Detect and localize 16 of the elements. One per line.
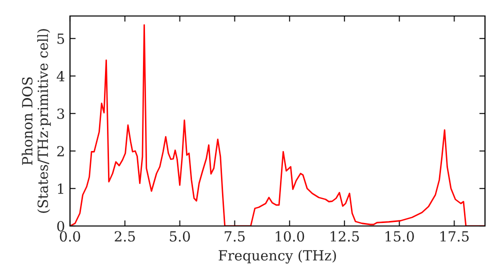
x-tick-label: 2.5: [114, 231, 135, 242]
y-tick-label: 5: [57, 34, 64, 44]
y-axis-title: Phonon DOS (States/THz·primitive cell): [22, 29, 51, 213]
x-tick-label: 5.0: [170, 231, 190, 242]
x-tick-label: 7.5: [224, 231, 245, 242]
x-tick-label: 17.5: [440, 231, 469, 242]
y-tick-label: 1: [58, 183, 64, 194]
x-tick-label: 10.0: [276, 231, 304, 242]
x-axis-title: Frequency (THz): [218, 250, 336, 264]
x-tick-label: 12.5: [330, 231, 359, 242]
y-tick-label: 4: [56, 70, 64, 82]
x-tick-label: 0.0: [60, 231, 80, 242]
y-tick-label: 3: [57, 108, 64, 119]
y-tick-label: 0: [57, 220, 64, 232]
x-tick-label: 15.0: [386, 231, 414, 242]
y-tick-label: 2: [57, 146, 64, 156]
